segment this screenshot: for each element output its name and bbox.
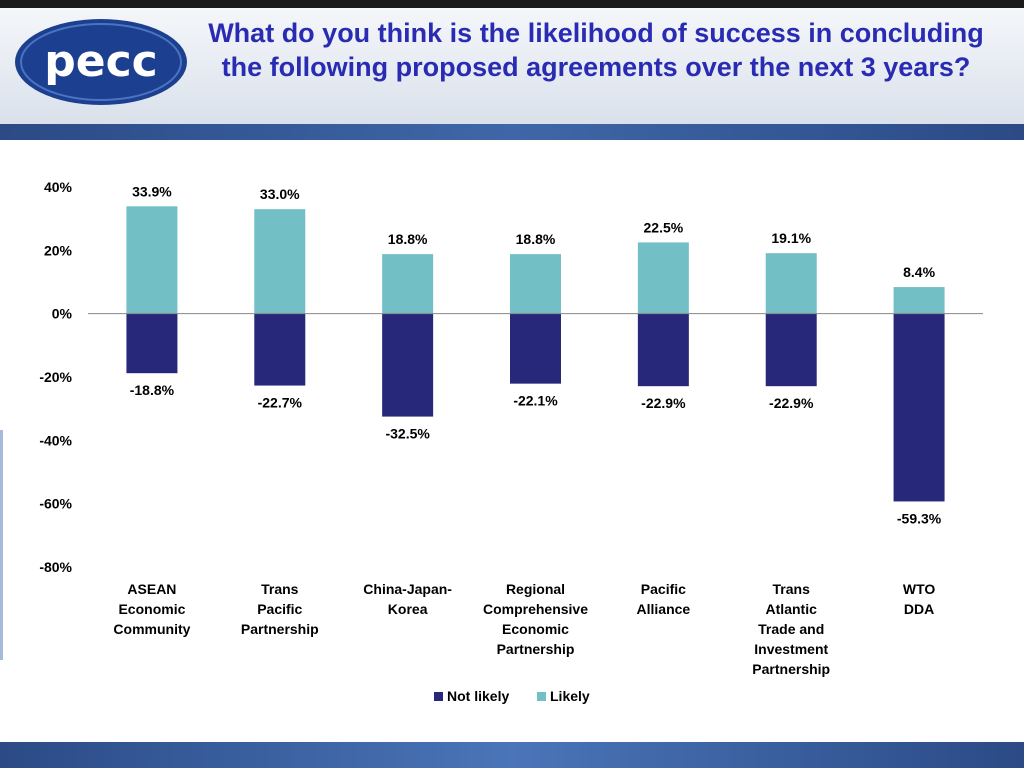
data-label-likely: 33.0% xyxy=(260,186,300,202)
category-label-line: Economic xyxy=(118,601,185,617)
bar-likely xyxy=(126,206,178,314)
category-label-line: Korea xyxy=(388,601,428,617)
bar-likely xyxy=(765,253,817,314)
category-label-line: Partnership xyxy=(752,661,830,677)
header-band xyxy=(0,124,1024,140)
category-label-line: Trans xyxy=(773,581,811,597)
bar-likely xyxy=(254,209,306,314)
category-label-line: Partnership xyxy=(241,621,319,637)
data-label-not-likely: -22.1% xyxy=(513,393,558,409)
category-label-line: Community xyxy=(113,621,190,637)
y-tick-label: -40% xyxy=(39,432,72,448)
category-label-line: Alliance xyxy=(637,601,691,617)
category-label-line: Regional xyxy=(506,581,565,597)
bar-not-likely xyxy=(637,313,689,387)
category-label-line: Pacific xyxy=(641,581,686,597)
left-edge-decoration xyxy=(0,430,3,660)
category-label: ASEAN Economic Community xyxy=(113,581,190,637)
data-label-not-likely: -32.5% xyxy=(385,426,430,442)
pecc-logo: pecc xyxy=(15,19,187,105)
legend-swatch-not-likely xyxy=(434,692,443,701)
bar-not-likely xyxy=(126,313,178,374)
y-tick-label: -80% xyxy=(39,559,72,575)
category-label-line: ASEAN xyxy=(127,581,176,597)
data-label-likely: 18.8% xyxy=(516,231,556,247)
y-tick-label: 0% xyxy=(52,306,73,322)
category-label-line: Investment xyxy=(754,641,828,657)
category-labels: ASEAN Economic Community Trans Pacific Partne… xyxy=(113,581,935,677)
data-label-likely: 33.9% xyxy=(132,183,172,199)
category-label: Pacific Alliance xyxy=(637,581,691,617)
legend-label-not-likely: Not likely xyxy=(447,688,509,704)
category-label: WTO DDA xyxy=(903,581,936,617)
category-label-line: WTO xyxy=(903,581,936,597)
category-label-line: Comprehensive xyxy=(483,601,588,617)
data-label-not-likely: -22.9% xyxy=(641,395,686,411)
legend-label-likely: Likely xyxy=(550,688,590,704)
category-label-line: Trans xyxy=(261,581,299,597)
category-label: China-Japan- Korea xyxy=(363,581,452,617)
y-tick-label: 20% xyxy=(44,242,73,258)
data-label-likely: 19.1% xyxy=(771,230,811,246)
bar-not-likely xyxy=(765,313,817,387)
data-label-not-likely: -18.8% xyxy=(130,382,175,398)
data-label-likely: 22.5% xyxy=(644,219,684,235)
data-label-not-likely: -22.9% xyxy=(769,395,814,411)
bar-not-likely xyxy=(893,313,945,502)
category-label: Regional Comprehensive Economic Partnership xyxy=(483,581,588,657)
footer-band xyxy=(0,742,1024,768)
chart: 40% 20% 0% -20% -40% -60% -80% 33.9% -18.8% 33.0… xyxy=(39,179,983,704)
bar-likely xyxy=(382,254,434,314)
category-label-line: Pacific xyxy=(257,601,302,617)
bar-not-likely xyxy=(254,313,306,386)
bar-likely xyxy=(637,242,689,314)
y-axis-ticks: 40% 20% 0% -20% -40% -60% -80% xyxy=(39,179,72,575)
page-title: What do you think is the likelihood of s… xyxy=(208,18,984,82)
y-tick-label: -20% xyxy=(39,369,72,385)
category-label: Trans Pacific Partnership xyxy=(241,581,319,637)
category-label-line: Trade and xyxy=(758,621,824,637)
data-label-likely: 8.4% xyxy=(903,264,935,280)
category-label-line: Atlantic xyxy=(766,601,818,617)
category-label-line: Partnership xyxy=(497,641,575,657)
data-labels: 33.9% -18.8% 33.0% -22.7% 18.8% -32.5% 18.8% -2… xyxy=(130,183,942,526)
top-strip xyxy=(0,0,1024,8)
category-label: Trans Atlantic Trade and Investment Partners… xyxy=(752,581,830,677)
svg-text:pecc: pecc xyxy=(44,36,158,87)
y-tick-label: 40% xyxy=(44,179,73,195)
bar-likely xyxy=(510,254,561,314)
bars xyxy=(126,206,945,502)
category-label-line: China-Japan- xyxy=(363,581,452,597)
y-tick-label: -60% xyxy=(39,496,72,512)
category-label-line: Economic xyxy=(502,621,569,637)
bar-not-likely xyxy=(382,313,434,417)
data-label-not-likely: -59.3% xyxy=(897,510,942,526)
legend-swatch-likely xyxy=(537,692,546,701)
bar-not-likely xyxy=(510,313,561,384)
data-label-likely: 18.8% xyxy=(388,231,428,247)
bar-likely xyxy=(893,287,945,314)
legend: Not likely Likely xyxy=(434,688,590,704)
category-label-line: DDA xyxy=(904,601,934,617)
data-label-not-likely: -22.7% xyxy=(258,395,303,411)
